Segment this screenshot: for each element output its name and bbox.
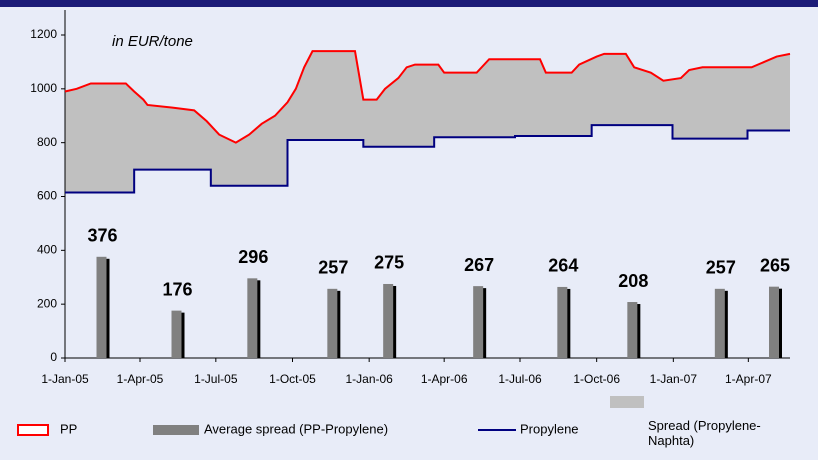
- x-tick-label: 1-Oct-06: [573, 372, 620, 386]
- x-tick-label: 1-Oct-05: [269, 372, 316, 386]
- x-tick-label: 1-Jul-05: [194, 372, 238, 386]
- data-label: 264: [548, 256, 578, 276]
- data-label: 267: [464, 255, 494, 275]
- data-label: 376: [87, 226, 117, 246]
- bar: [171, 310, 182, 358]
- line: [64, 50, 791, 144]
- bar: [96, 256, 107, 358]
- data-label: 265: [760, 255, 790, 275]
- legend-swatch: [153, 425, 199, 435]
- bar: [327, 288, 338, 358]
- y-tick-label: 800: [37, 135, 57, 149]
- data-label: 176: [162, 279, 192, 299]
- data-label: 208: [618, 271, 648, 291]
- x-tick-label: 1-Apr-06: [421, 372, 468, 386]
- bar: [769, 286, 779, 358]
- annotation: in EUR/tone: [112, 33, 193, 50]
- x-tick-label: 1-Apr-05: [117, 372, 164, 386]
- line: [65, 124, 790, 194]
- legend-label: PP: [60, 421, 77, 436]
- y-tick-label: 200: [37, 296, 57, 310]
- x-tick-label: 1-Jul-06: [498, 372, 542, 386]
- x-tick-label: 1-Jan-07: [650, 372, 698, 386]
- x-tick-label: 1-Jan-05: [41, 372, 89, 386]
- top-bar: [0, 0, 818, 7]
- data-label: 275: [374, 253, 404, 273]
- x-tick-label: 1-Apr-07: [725, 372, 772, 386]
- bar: [383, 283, 394, 358]
- bar: [714, 288, 725, 358]
- x-tick-label: 1-Jan-06: [345, 372, 393, 386]
- y-tick-label: 1200: [30, 27, 57, 41]
- y-tick-label: 600: [37, 189, 57, 203]
- legend-swatch: [610, 396, 644, 408]
- legend-label: Spread (Propylene-Naphta): [648, 418, 761, 448]
- y-tick-label: 400: [37, 243, 57, 257]
- bar: [557, 286, 568, 358]
- bar: [473, 286, 484, 358]
- legend-swatch: [17, 424, 49, 436]
- data-label: 257: [318, 258, 348, 278]
- bar: [627, 302, 638, 358]
- y-tick-label: 0: [50, 350, 57, 364]
- spread-area: [65, 51, 790, 193]
- bar: [247, 278, 258, 358]
- data-label: 257: [706, 258, 736, 278]
- data-label: 296: [238, 247, 268, 267]
- legend-label: Average spread (PP-Propylene): [204, 421, 388, 436]
- legend-label: Propylene: [520, 421, 579, 436]
- y-tick-label: 1000: [30, 81, 57, 95]
